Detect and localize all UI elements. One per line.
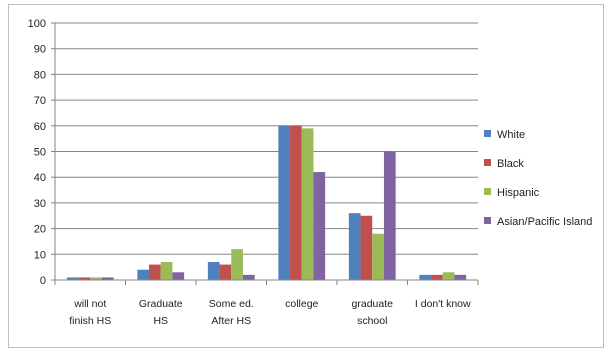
legend-swatch (484, 130, 491, 137)
x-category-label: school (357, 315, 387, 327)
gridlines (55, 22, 478, 255)
y-tick-label: 70 (34, 95, 46, 107)
y-tick-label: 50 (34, 147, 46, 159)
legend: White Black Hispanic Asian/Pacific Island (484, 129, 592, 228)
y-tick-label: 40 (34, 172, 46, 184)
bar-white (207, 262, 220, 280)
y-tick-label: 100 (28, 18, 46, 30)
y-tick-label: 20 (34, 224, 46, 236)
x-category-label: I don't know (415, 298, 471, 310)
bar-black (219, 264, 232, 280)
y-tick-label: 80 (34, 69, 46, 81)
x-category-label: graduate (352, 298, 394, 310)
bar-white (137, 269, 150, 280)
legend-label: Asian/Pacific Island (497, 216, 592, 228)
bar-asian-pacific-island (383, 151, 396, 280)
x-category-label: will not (73, 298, 106, 310)
bar-white (348, 213, 361, 280)
bar-hispanic (372, 233, 384, 280)
bar-hispanic (90, 277, 102, 280)
bar-asian-pacific-island (101, 277, 114, 280)
legend-label: Hispanic (497, 187, 540, 199)
y-tick-label: 0 (40, 275, 46, 287)
y-tick-label: 30 (34, 198, 46, 210)
bar-black (360, 215, 373, 280)
bar-asian-pacific-island (172, 272, 185, 280)
bar-black (431, 274, 443, 280)
bar-hispanic (160, 262, 173, 280)
y-tick-label: 90 (34, 44, 46, 56)
bar-asian-pacific-island (242, 274, 255, 280)
bar-black (149, 264, 161, 280)
bars (66, 125, 467, 280)
y-tick-label: 10 (34, 249, 46, 261)
x-category-label: Some ed. (209, 298, 254, 310)
legend-label: White (497, 129, 525, 141)
bar-black (290, 125, 302, 280)
x-category-label: Graduate (139, 298, 183, 310)
x-category-label: finish HS (69, 315, 111, 327)
bar-black (78, 277, 91, 280)
legend-label: Black (497, 158, 524, 170)
legend-swatch (484, 217, 491, 224)
bar-hispanic (442, 272, 455, 280)
legend-swatch (484, 188, 491, 195)
bar-white (278, 125, 291, 280)
x-axis: will not finish HS Graduate HS Some ed. After… (54, 279, 479, 327)
bar-asian-pacific-island (313, 172, 326, 280)
y-axis: 0 10 20 30 40 50 60 70 80 90 100 (28, 18, 56, 287)
x-category-label: HS (153, 315, 168, 327)
bar-hispanic (231, 249, 243, 280)
y-tick-label: 60 (34, 121, 46, 133)
x-category-label: college (285, 298, 318, 310)
bar-hispanic (301, 128, 314, 280)
bar-white (66, 277, 79, 280)
x-category-label: After HS (211, 315, 251, 327)
bar-asian-pacific-island (454, 274, 467, 280)
bar-white (419, 274, 432, 280)
legend-swatch (484, 159, 491, 166)
